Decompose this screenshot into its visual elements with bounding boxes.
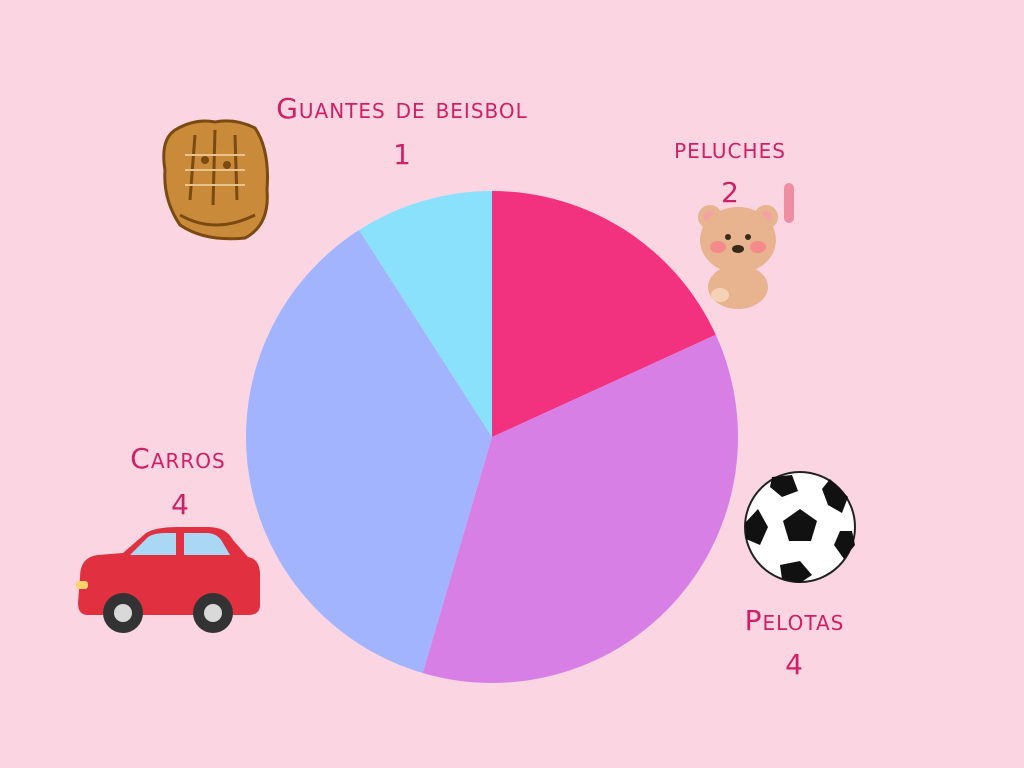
- baseball-glove-icon: [162, 119, 269, 241]
- pie-slice-carros: [245, 230, 492, 674]
- slice-value-peluches: 2: [721, 176, 739, 209]
- slice-label-pelotas: Pelotas: [744, 604, 845, 637]
- red-car-icon: [76, 527, 260, 633]
- slice-label-peluches: peluches: [674, 132, 786, 165]
- slice-value-pelotas: 4: [785, 648, 803, 681]
- soccer-ball-icon: [744, 471, 856, 583]
- pie-slice-peluches: [492, 191, 716, 437]
- slice-label-carros: Carros: [130, 442, 226, 475]
- pie-slice-guantes-de-beisbol: [359, 191, 492, 437]
- teddy-bear-icon: [698, 183, 794, 309]
- pie-slice-pelotas: [422, 334, 738, 683]
- slice-value-carros: 4: [171, 488, 189, 521]
- slice-value-guantes: 1: [393, 138, 411, 171]
- slice-label-guantes: Guantes de beisbol: [276, 92, 528, 125]
